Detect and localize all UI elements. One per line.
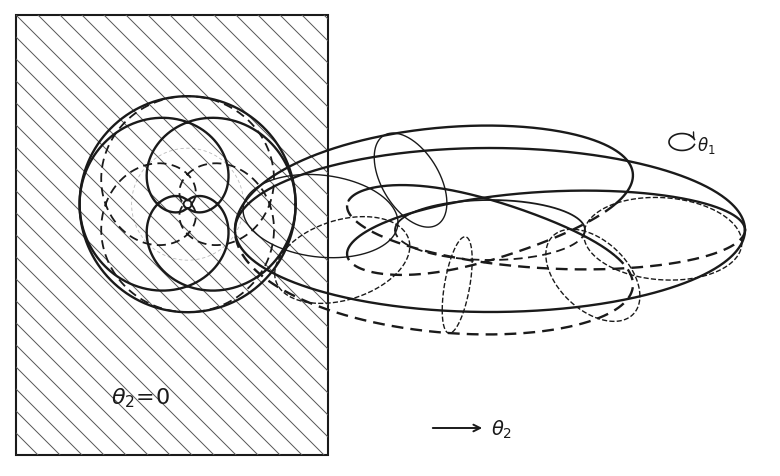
- Text: $\theta_1$: $\theta_1$: [697, 136, 715, 157]
- Text: $\theta_2$: $\theta_2$: [491, 419, 512, 441]
- Bar: [16, 15, 328, 455]
- Text: $\theta_2\!=\!0$: $\theta_2\!=\!0$: [112, 386, 170, 410]
